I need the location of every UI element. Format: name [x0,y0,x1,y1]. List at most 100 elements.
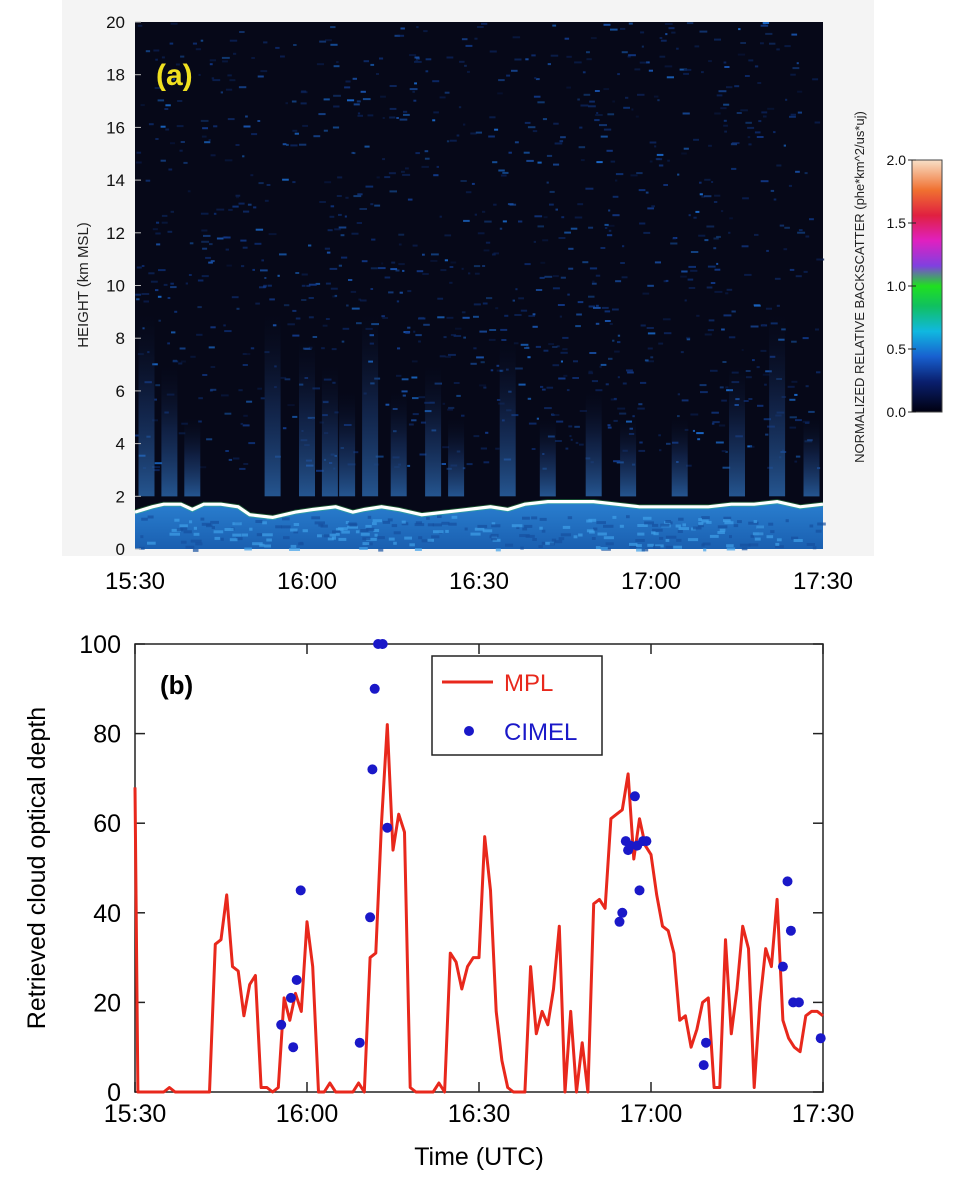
noise-speckle [203,234,211,237]
noise-speckle [167,230,173,233]
boundary-layer-speckle-mark [427,523,434,527]
boundary-layer-speckle-mark [176,528,184,532]
noise-speckle [560,136,566,139]
boundary-layer-speckle-mark [750,534,755,538]
boundary-layer-speckle-mark [275,525,282,529]
noise-speckle [229,79,236,82]
noise-speckle [690,269,698,272]
noise-speckle [728,231,731,234]
noise-speckle [535,345,541,348]
noise-speckle [252,268,255,271]
boundary-layer-speckle-mark [752,532,764,536]
noise-speckle [473,347,477,350]
noise-speckle [325,282,331,285]
boundary-layer-speckle-mark [717,525,728,529]
cimel-point [698,1060,709,1071]
noise-speckle [788,184,792,187]
noise-speckle [543,349,549,352]
noise-speckle [668,27,675,30]
noise-speckle [724,130,727,133]
boundary-layer-speckle-mark [373,529,380,532]
noise-speckle [542,118,547,121]
boundary-layer-speckle-mark [491,524,501,528]
aerosol-plume [620,417,637,497]
noise-speckle [499,227,503,230]
noise-speckle [206,438,213,441]
boundary-layer-speckle-mark [299,541,304,545]
noise-speckle [323,98,330,101]
noise-speckle [470,132,477,135]
noise-speckle [794,460,798,463]
noise-speckle [553,163,560,166]
heatmap-y-axis: 0 2 4 6 8 10 12 14 16 18 20 [106,13,141,559]
noise-speckle [437,316,445,319]
noise-speckle [156,243,161,246]
noise-speckle [588,305,595,308]
noise-speckle [229,39,238,42]
noise-speckle [463,123,466,126]
noise-speckle [745,370,751,372]
noise-speckle [292,334,300,337]
noise-speckle [371,238,376,241]
heatmap-x-tick-label: 17:30 [793,568,853,595]
noise-speckle [227,74,232,77]
noise-speckle [201,229,208,232]
noise-speckle [721,399,727,402]
noise-speckle [688,214,691,217]
noise-speckle [686,464,692,467]
heatmap-x-axis: 15:30 16:00 16:30 17:00 17:30 [105,568,853,595]
x-tick-label: 17:30 [792,1100,855,1128]
noise-speckle [790,113,796,116]
noise-speckle [765,32,773,35]
noise-speckle [287,323,295,326]
noise-speckle [758,120,762,123]
y-tick-label: 20 [93,989,121,1017]
noise-speckle [721,328,725,331]
noise-speckle [711,422,715,425]
boundary-layer-speckle-mark [366,542,373,546]
noise-speckle [791,340,797,343]
aerosol-plume [184,417,201,497]
boundary-layer-speckle-mark [236,537,243,541]
noise-speckle [494,128,499,131]
noise-speckle [579,410,587,412]
noise-speckle [301,299,307,301]
boundary-layer-speckle-mark [665,535,677,539]
noise-speckle [512,36,521,39]
heatmap-background [135,22,823,549]
boundary-layer-speckle-mark [723,519,731,523]
noise-speckle [292,129,298,132]
noise-speckle [795,455,801,458]
noise-speckle [221,394,229,397]
noise-speckle [461,414,465,417]
noise-speckle [422,253,425,256]
noise-speckle [224,412,232,415]
boundary-layer-speckle-mark [605,542,614,546]
noise-speckle [730,143,737,146]
noise-speckle [492,161,498,164]
noise-speckle [559,140,564,143]
boundary-layer-speckle-mark [451,515,458,519]
noise-speckle [160,82,163,85]
noise-speckle [400,27,405,30]
noise-speckle [239,467,246,470]
noise-speckle [642,292,650,295]
noise-speckle [444,91,450,94]
noise-speckle [627,371,634,374]
noise-speckle [600,135,608,138]
heatmap-y-axis-title: HEIGHT (km MSL) [75,222,92,348]
noise-speckle [163,283,168,286]
noise-speckle [802,337,809,340]
boundary-layer-speckle-mark [317,534,324,538]
noise-speckle [250,174,254,177]
noise-speckle [416,57,420,60]
noise-speckle [263,284,267,287]
noise-speckle [686,338,691,341]
boundary-layer-speckle-mark [741,547,748,551]
boundary-layer-speckle-mark [224,528,234,531]
noise-speckle [430,259,438,262]
noise-speckle [473,435,480,438]
noise-speckle [167,342,170,345]
boundary-layer-speckle-mark [619,524,624,528]
boundary-layer-speckle-mark [335,532,340,536]
